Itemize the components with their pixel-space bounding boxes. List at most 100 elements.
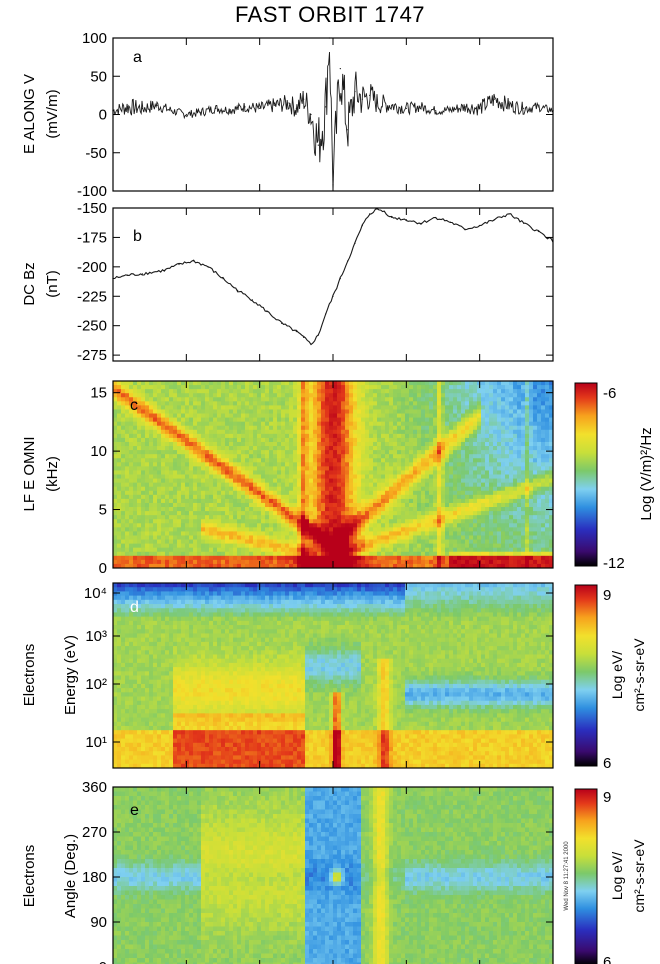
panel-c-cell (453, 502, 458, 508)
panel-c-cell (113, 502, 118, 508)
panel-c-cell (373, 539, 378, 545)
panel-c-cell (485, 527, 490, 533)
panel-c-cell (189, 490, 194, 496)
panel-c-cell (449, 543, 454, 549)
panel-c-cell (529, 405, 534, 411)
panel-c-cell (117, 527, 122, 533)
panel-c-cell (117, 466, 122, 472)
panel-c-cell (529, 381, 534, 386)
panel-c-cell (461, 555, 466, 561)
panel-c-cell (129, 417, 134, 423)
panel-c-cell (117, 417, 122, 423)
panel-c-cell (121, 523, 126, 528)
panel-c-cell (245, 498, 250, 504)
panel-c-cell (493, 389, 498, 394)
panel-c-cell (313, 494, 318, 500)
panel-c-cell (137, 563, 142, 568)
panel-c-cell (353, 437, 358, 443)
panel-c-cell (173, 523, 178, 528)
panel-c-cell (189, 401, 194, 406)
panel-c-cell (389, 393, 394, 398)
panel-c-cell (453, 454, 458, 459)
panel-c-cell (365, 409, 370, 415)
panel-c-cell (157, 433, 162, 439)
panel-c-cell (453, 458, 458, 463)
panel-c-cell (445, 523, 450, 528)
panel-c-cell (193, 519, 198, 524)
panel-c-cell (433, 559, 438, 565)
panel-c-cell (437, 441, 442, 447)
panel-c-cell (365, 498, 370, 504)
panel-c-cell (505, 507, 510, 512)
panel-c-cell (197, 401, 202, 406)
panel-c-cell (493, 531, 498, 537)
panel-c-cell (141, 450, 146, 455)
panel-c-cell (313, 470, 318, 476)
panel-c-cell (297, 498, 302, 504)
panel-c-cell (341, 462, 346, 467)
panel-c-cell (529, 385, 534, 390)
panel-c-cell (313, 381, 318, 386)
panel-c-cell (369, 466, 374, 472)
panel-c-cell (345, 523, 350, 528)
panel-c-cell (133, 498, 138, 504)
panel-c-cell (421, 547, 426, 553)
panel-c-cell (373, 458, 378, 463)
panel-c-cell (497, 555, 502, 561)
panel-c-cell (285, 397, 290, 402)
panel-c-cell (393, 409, 398, 415)
panel-b-point (435, 216, 437, 219)
panel-c-cell (321, 413, 326, 419)
panel-c-cell (397, 425, 402, 431)
panel-a-point (310, 113, 312, 116)
panel-c-cell (169, 498, 174, 504)
panel-c-cell (397, 515, 402, 520)
panel-c-cell (345, 507, 350, 512)
panel-c-cell (209, 425, 214, 431)
panel-c-cell (193, 425, 198, 431)
panel-a-point (127, 106, 129, 108)
panel-c-cell (305, 393, 310, 398)
panel-c-cell (141, 458, 146, 463)
panel-c-cell (385, 397, 390, 402)
panel-c-cell (377, 531, 382, 537)
panel-c-cell (381, 498, 386, 504)
panel-c-cell (213, 441, 218, 447)
panel-c-cell (273, 543, 278, 549)
panel-c-cell (341, 405, 346, 411)
panel-c-cell (521, 474, 526, 480)
panel-c-cell (397, 498, 402, 504)
panel-c-cell (321, 502, 326, 508)
panel-c-cell (125, 482, 130, 488)
panel-c-cell (181, 385, 186, 390)
panel-c-cell (521, 551, 526, 557)
panel-c-cell (169, 507, 174, 512)
panel-c-cell (529, 474, 534, 480)
panel-c-cell (521, 462, 526, 467)
panel-c-cell (153, 389, 158, 394)
panel-c-cell (237, 519, 242, 524)
panel-c-cell (129, 515, 134, 520)
panel-c-cell (209, 474, 214, 480)
panel-c-cell (225, 507, 230, 512)
panel-c-cell (501, 486, 506, 492)
panel-c-cell (137, 486, 142, 492)
panel-c-cell (437, 413, 442, 419)
panel-c-cell (317, 433, 322, 439)
panel-c-cell (369, 498, 374, 504)
panel-c-cell (289, 393, 294, 398)
panel-c-cell (277, 433, 282, 439)
panel-c-cell (441, 543, 446, 549)
panel-c-cell (485, 421, 490, 427)
panel-c-cell (145, 462, 150, 467)
panel-c-cell (517, 563, 522, 568)
panel-c-cell (457, 385, 462, 390)
panel-c-cell (489, 486, 494, 492)
panel-c-cell (441, 421, 446, 427)
panel-c-cell (485, 450, 490, 455)
panel-c-cell (329, 433, 334, 439)
panel-c-cell (125, 555, 130, 561)
panel-c-cell (401, 551, 406, 557)
panel-c-cell (165, 486, 170, 492)
panel-c-cell (353, 543, 358, 549)
